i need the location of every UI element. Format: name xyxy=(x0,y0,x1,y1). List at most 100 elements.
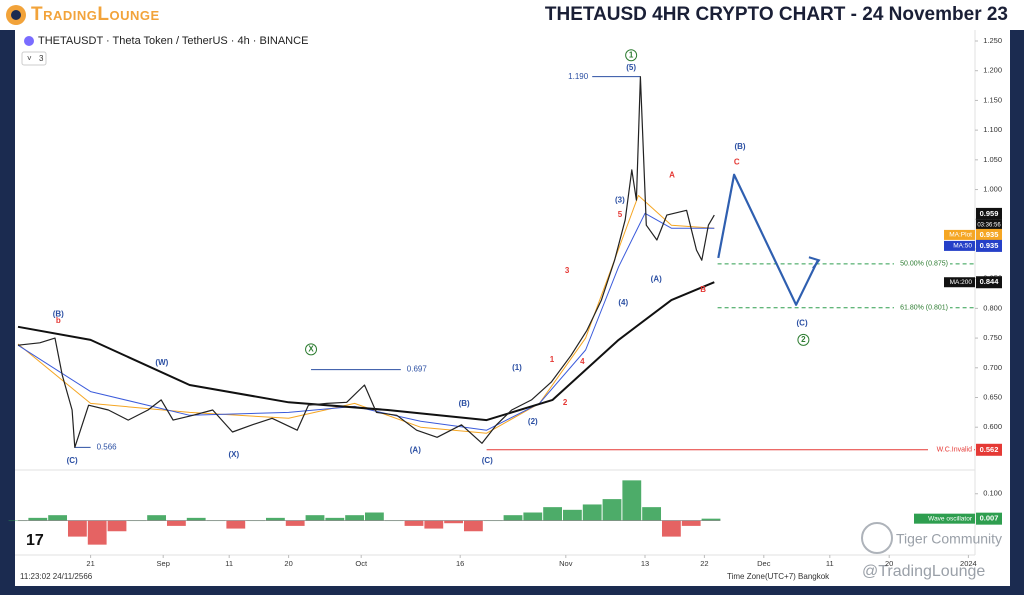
oscillator-bar xyxy=(424,520,444,529)
series-line xyxy=(17,281,715,422)
y-tick-label: 1.150 xyxy=(983,95,1002,104)
oscillator-bar xyxy=(285,520,305,526)
wave-label: X xyxy=(308,344,314,353)
series-line xyxy=(717,173,819,306)
tv-logo: 17 xyxy=(26,532,44,549)
x-tick-label: 11 xyxy=(826,559,834,568)
wave-label: (B) xyxy=(734,142,745,151)
chevron: ˅ xyxy=(27,54,32,63)
x-tick-label: Nov xyxy=(559,559,573,568)
price-tag xyxy=(976,228,1002,241)
invalidation-value: 0.562 xyxy=(980,445,999,454)
oscillator-bar xyxy=(325,517,345,521)
price-tag-name: MA:200 xyxy=(950,279,973,286)
oscillator-bar xyxy=(305,515,325,521)
y-tick-label: 0.600 xyxy=(983,422,1002,431)
wave-label: (C) xyxy=(482,456,493,465)
wave-label: 4 xyxy=(580,357,585,366)
oscillator-value: 0.007 xyxy=(980,514,999,523)
x-tick-label: 20 xyxy=(284,559,292,568)
indicator-toggle[interactable] xyxy=(21,51,47,66)
oscillator-bar xyxy=(701,518,721,521)
oscillator-bar xyxy=(602,499,622,521)
wave-label: (W) xyxy=(155,358,168,367)
wave-label: (B) xyxy=(53,309,64,318)
oscillator-bar xyxy=(265,517,285,521)
oscillator-bar xyxy=(523,512,543,521)
wave-label: (2) xyxy=(528,417,538,426)
timezone: Time Zone(UTC+7) Bangkok xyxy=(727,572,830,581)
oscillator-bar xyxy=(463,520,483,532)
series-line xyxy=(17,195,715,434)
wave-label: (A) xyxy=(410,445,421,454)
x-tick-label: 22 xyxy=(700,559,708,568)
wave-label: (4) xyxy=(618,298,628,307)
x-tick-label: 21 xyxy=(86,559,94,568)
fib-label-bg xyxy=(894,302,950,313)
price-tag-value: 0.935 xyxy=(980,230,999,239)
logo: TradingLounge xyxy=(31,4,160,25)
countdown-bg xyxy=(976,219,1002,230)
watermark-icon xyxy=(861,522,893,554)
oscillator-bar xyxy=(107,520,127,532)
x-tick-label: Oct xyxy=(355,559,368,568)
wave-circle xyxy=(305,343,318,356)
price-tag-value: 0.844 xyxy=(980,277,1000,286)
oscillator-bar xyxy=(28,517,48,521)
wave-label: (3) xyxy=(615,195,625,204)
wave-label: 1 xyxy=(550,355,555,364)
indicator-count: 3 xyxy=(39,54,44,63)
wave-label: (1) xyxy=(512,363,522,372)
reference-label: 0.566 xyxy=(97,443,118,452)
symbol: THETAUSDT · Theta Token / TetherUS · 4h … xyxy=(38,35,308,47)
x-tick-label: 20 xyxy=(885,559,893,568)
oscillator-bar xyxy=(87,520,107,545)
oscillator-bar xyxy=(582,504,602,521)
y-tick-label: 1.250 xyxy=(983,36,1002,45)
price-tag-name-bg xyxy=(944,229,975,240)
page-title: THETAUSD 4HR CRYPTO CHART - 24 November … xyxy=(545,4,1008,25)
y-tick-label: 0.800 xyxy=(983,303,1002,312)
invalidation-label: W.C.Invalid xyxy=(937,447,973,454)
x-tick-label: Sep xyxy=(157,559,170,568)
wave-label: (X) xyxy=(228,450,239,459)
price-tag-value: 0.935 xyxy=(980,241,999,250)
price-tag-name: MA:Plot xyxy=(949,232,972,239)
wave-label: B xyxy=(700,285,706,294)
oscillator-bar xyxy=(67,520,87,537)
price-tag-name-bg xyxy=(944,277,975,288)
oscillator-bar xyxy=(364,512,384,521)
wave-label: 3 xyxy=(565,266,570,275)
fib-label: 50.00% (0.875) xyxy=(900,261,948,268)
oscillator-bar xyxy=(345,515,365,521)
oscillator-bar xyxy=(226,520,246,529)
oscillator-bar xyxy=(503,515,523,521)
clock: 11:23:02 24/11/2566 xyxy=(20,572,93,581)
oscillator-name: Wave oscillator xyxy=(928,515,973,522)
wave-label: b xyxy=(56,316,61,325)
oscillator-bar xyxy=(166,520,186,526)
price-tag-value: 0.959 xyxy=(980,209,999,218)
x-tick-label: 13 xyxy=(641,559,649,568)
x-tick-label: Dec xyxy=(757,559,771,568)
oscillator-bar xyxy=(444,520,464,524)
wave-label: (C) xyxy=(797,318,808,327)
wave-label: 2 xyxy=(801,335,806,344)
reference-label: 0.697 xyxy=(407,365,428,374)
oscillator-bar xyxy=(186,517,206,521)
oscillator-name-bg xyxy=(914,513,975,524)
price-tag xyxy=(976,207,1002,220)
countdown: 03:36:56 xyxy=(977,222,1001,228)
y-tick-label: 1.000 xyxy=(983,185,1002,194)
oscillator-tag xyxy=(976,512,1002,525)
fib-label-bg xyxy=(894,258,950,269)
y-tick-label: 1.200 xyxy=(983,66,1002,75)
wave-label: (C) xyxy=(67,456,78,465)
series-line xyxy=(17,76,715,448)
invalidation-tag xyxy=(976,443,1002,456)
oscillator-bar xyxy=(681,520,701,526)
y-tick-label: 1.050 xyxy=(983,155,1002,164)
oscillator-bar xyxy=(642,507,662,521)
y-tick-label: 0.650 xyxy=(983,392,1002,401)
